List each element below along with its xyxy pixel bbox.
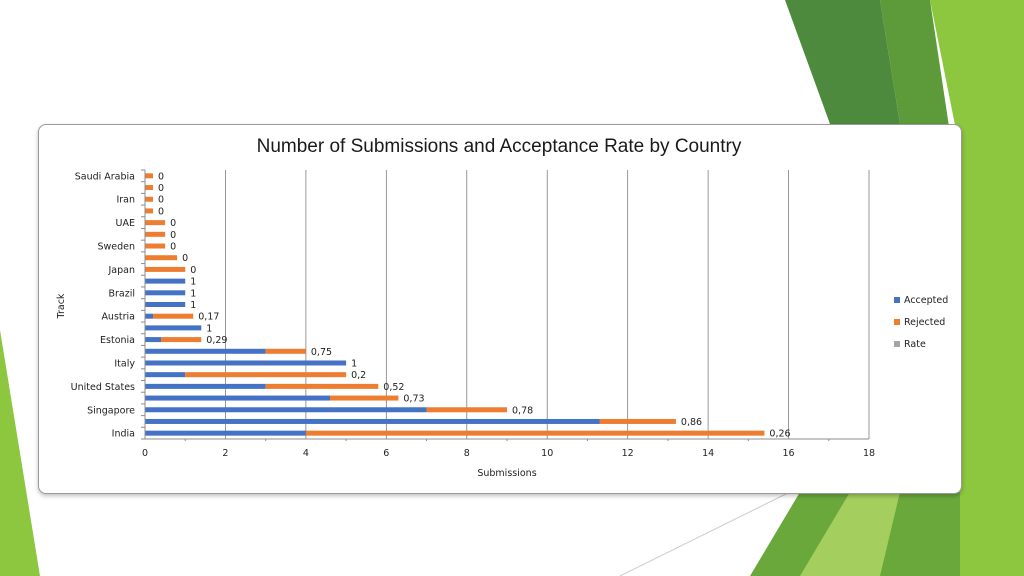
legend-label-rejected: Rejected xyxy=(904,317,945,328)
bar-accepted xyxy=(145,372,186,378)
rate-label: 0,29 xyxy=(206,335,227,346)
decor-shape-top-right xyxy=(785,0,900,124)
x-tick-label: 4 xyxy=(303,448,309,459)
rate-label: 0 xyxy=(158,171,164,182)
x-tick-label: 2 xyxy=(222,448,228,459)
rate-label: 0 xyxy=(170,230,176,241)
x-axis-title: Submissions xyxy=(477,468,536,479)
rate-label: 0,86 xyxy=(681,417,702,428)
rate-label: 0 xyxy=(158,183,164,194)
rate-label: 0 xyxy=(158,206,164,217)
decor-line xyxy=(619,491,791,576)
y-tick-label: Saudi Arabia xyxy=(75,171,135,182)
x-tick-label: 12 xyxy=(622,448,634,459)
y-tick-label: India xyxy=(112,429,135,440)
bar-rejected xyxy=(265,348,306,354)
rate-label: 0,75 xyxy=(311,347,332,358)
chart-card: Number of Submissions and Acceptance Rat… xyxy=(38,124,962,494)
x-tick-label: 0 xyxy=(142,448,148,459)
rate-label: 0,26 xyxy=(769,429,790,440)
bar-rejected xyxy=(330,395,399,401)
bar-rejected xyxy=(145,196,154,202)
bar-rejected xyxy=(153,313,194,319)
y-tick-label: Estonia xyxy=(100,335,135,346)
x-tick-label: 16 xyxy=(783,448,795,459)
bar-rejected xyxy=(145,173,154,179)
x-tick-label: 10 xyxy=(541,448,553,459)
rate-label: 1 xyxy=(190,277,196,288)
legend-swatch-accepted xyxy=(894,297,900,303)
legend-label-accepted: Accepted xyxy=(904,295,948,306)
y-tick-label: Austria xyxy=(101,312,135,323)
x-tick-label: 6 xyxy=(383,448,389,459)
bars: 0,260,860,780,730,520,210,750,2910,17111… xyxy=(145,171,791,440)
chart: Number of Submissions and Acceptance Rat… xyxy=(56,136,948,479)
x-tick-label: 18 xyxy=(863,448,875,459)
gridlines xyxy=(225,170,870,439)
bar-rejected xyxy=(161,337,202,343)
rate-label: 1 xyxy=(190,288,196,299)
rate-label: 1 xyxy=(190,300,196,311)
rate-label: 0 xyxy=(190,265,196,276)
rate-label: 0 xyxy=(170,218,176,229)
rate-label: 1 xyxy=(206,323,212,334)
bar-rejected xyxy=(265,383,379,389)
chart-title: Number of Submissions and Acceptance Rat… xyxy=(257,136,742,157)
bar-rejected xyxy=(145,220,166,226)
bar-accepted xyxy=(145,360,347,366)
rate-label: 0,2 xyxy=(351,370,366,381)
y-tick-label: Iran xyxy=(116,195,135,206)
bar-rejected xyxy=(426,407,507,413)
y-tick-label: Sweden xyxy=(97,242,135,253)
y-tick-label: UAE xyxy=(116,218,135,229)
bar-accepted xyxy=(145,383,266,389)
bar-accepted xyxy=(145,302,186,307)
rate-label: 0,78 xyxy=(512,405,533,416)
rate-label: 0 xyxy=(158,195,164,206)
decor-shape-bottom-right-light xyxy=(800,492,900,576)
legend: Accepted Rejected Rate xyxy=(894,295,948,350)
bar-accepted xyxy=(145,407,427,413)
rate-label: 0 xyxy=(182,253,188,264)
legend-swatch-rejected xyxy=(894,319,900,325)
bar-accepted xyxy=(145,337,162,343)
x-tick-label: 14 xyxy=(702,448,714,459)
rate-label: 0,52 xyxy=(383,382,404,393)
legend-label-rate: Rate xyxy=(904,339,926,350)
bar-rejected xyxy=(145,185,154,191)
bar-rejected xyxy=(145,266,186,272)
bar-accepted xyxy=(145,325,202,331)
decor-shape-left xyxy=(0,330,40,576)
bar-rejected xyxy=(599,418,676,424)
bar-rejected xyxy=(185,372,347,378)
rate-label: 0,17 xyxy=(198,312,219,323)
y-tick-label: Japan xyxy=(108,265,136,276)
y-tick-label: United States xyxy=(71,382,135,393)
bar-rejected xyxy=(305,430,765,436)
bar-accepted xyxy=(145,395,331,401)
bar-accepted xyxy=(145,278,186,284)
bar-accepted xyxy=(145,430,306,436)
rate-label: 0,73 xyxy=(403,394,424,405)
x-tick-label: 8 xyxy=(464,448,470,459)
y-axis-title: Track xyxy=(56,293,67,319)
y-tick-label: Brazil xyxy=(108,288,135,299)
decor-shape-right-light xyxy=(930,0,1024,576)
bar-accepted xyxy=(145,348,266,354)
y-tick-label: Italy xyxy=(114,358,135,369)
bar-accepted xyxy=(145,290,186,296)
rate-label: 0 xyxy=(170,242,176,253)
bar-accepted xyxy=(145,313,154,319)
bar-rejected xyxy=(145,243,166,249)
rate-label: 1 xyxy=(351,358,357,369)
bar-rejected xyxy=(145,231,166,237)
y-tick-label: Singapore xyxy=(87,405,135,416)
bar-rejected xyxy=(145,255,178,261)
bar-accepted xyxy=(145,418,600,424)
bar-rejected xyxy=(145,208,154,214)
legend-swatch-rate xyxy=(894,341,900,347)
